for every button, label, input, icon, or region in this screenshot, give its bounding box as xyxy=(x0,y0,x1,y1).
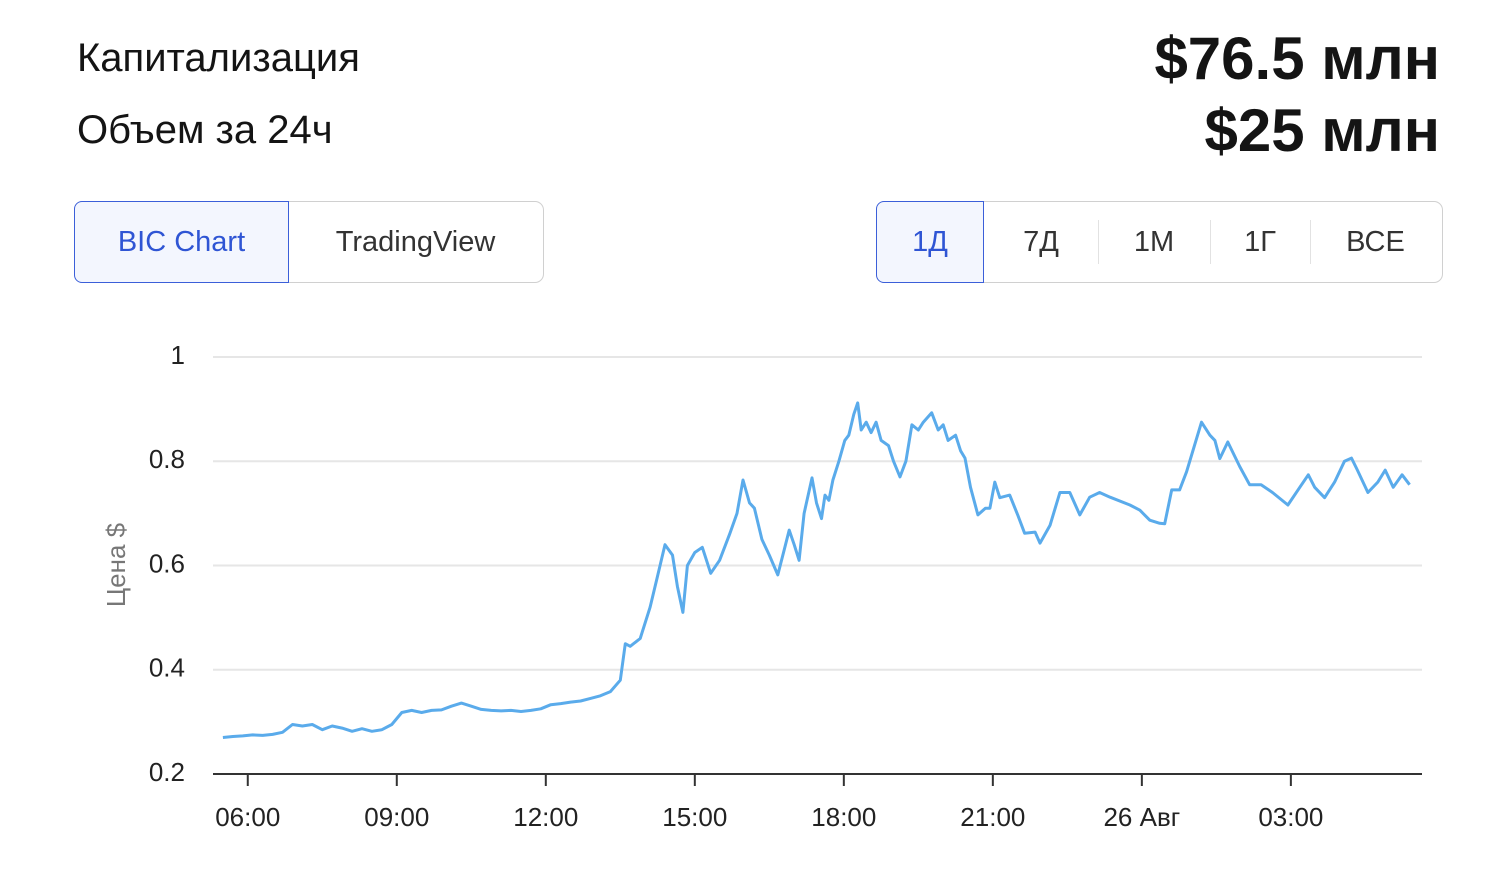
stat-value: $76.5 млн xyxy=(1154,25,1440,92)
period-tab[interactable]: 1Г xyxy=(1210,202,1310,282)
x-tick-label: 12:00 xyxy=(513,802,578,832)
x-tick-label: 06:00 xyxy=(215,802,280,832)
x-tick-label: 18:00 xyxy=(811,802,876,832)
x-tick-label: 21:00 xyxy=(960,802,1025,832)
y-tick-label: 0.6 xyxy=(149,548,185,578)
stat-label: Объем за 24ч xyxy=(77,108,333,152)
stat-value: $25 млн xyxy=(1204,97,1440,164)
period-tab[interactable]: 7Д xyxy=(1023,225,1059,258)
y-tick-label: 0.2 xyxy=(149,757,185,787)
y-tick-label: 0.4 xyxy=(149,653,185,683)
price-line xyxy=(222,401,1411,739)
chart-tab[interactable]: TradingView xyxy=(335,225,496,258)
y-axis-label: Цена $ xyxy=(101,522,131,607)
stat-label: Капитализация xyxy=(77,36,360,80)
x-tick-label: 09:00 xyxy=(364,802,429,832)
y-tick-label: 1 xyxy=(171,340,185,370)
x-tick-label: 03:00 xyxy=(1258,802,1323,832)
period-tab[interactable]: ВСЕ xyxy=(1310,202,1441,282)
chart-tab[interactable]: BIC Chart xyxy=(74,201,289,283)
x-tick-label: 26 Авг xyxy=(1103,802,1180,832)
x-tick-label: 15:00 xyxy=(662,802,727,832)
chart-tabs: BIC Chart TradingView xyxy=(74,201,544,283)
period-tab[interactable]: 1Д xyxy=(876,201,984,283)
period-tabs: 1Д 7Д 1М 1Г ВСЕ xyxy=(876,201,1443,283)
period-tab[interactable]: 1М xyxy=(1098,202,1210,282)
y-tick-label: 0.8 xyxy=(149,444,185,474)
